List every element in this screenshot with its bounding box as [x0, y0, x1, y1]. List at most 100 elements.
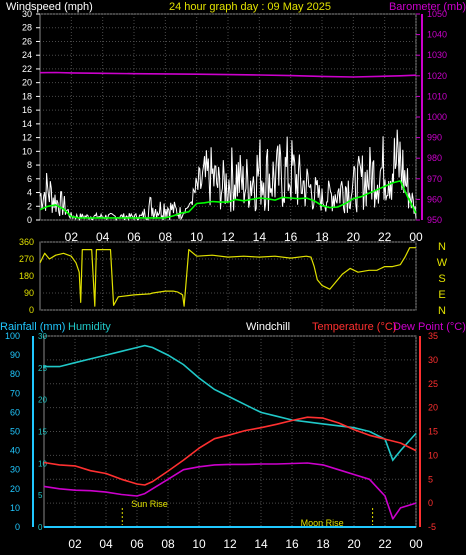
barometer-line	[39, 71, 417, 78]
rain-ytick-10: 10	[10, 503, 20, 513]
hum-ytick-15: 15	[38, 428, 47, 437]
hum-ytick-25: 25	[38, 364, 47, 373]
wind-ytick-14: 14	[22, 119, 32, 129]
temp-xtick-12: 12	[223, 537, 237, 551]
wind-xtick-22: 22	[378, 230, 392, 244]
baro-ytick-1050: 1050	[427, 9, 447, 19]
wind-ytick-10: 10	[22, 146, 32, 156]
wind-xtick-14: 14	[253, 230, 267, 244]
baro-ytick-1030: 1030	[427, 50, 447, 60]
wind-ytick-20: 20	[22, 78, 32, 88]
temp-xtick-08: 08	[161, 537, 175, 551]
wind-title: Windspeed (mph)	[6, 1, 93, 13]
temp-xtick-16: 16	[285, 537, 299, 551]
sunrise-label: Sun Rise	[131, 499, 168, 509]
wind-xtick-04: 04	[96, 230, 110, 244]
compass-label-3: E	[438, 289, 445, 301]
rain-title: Rainfall (mm)	[0, 321, 65, 333]
dew-title: Dew Point (°C)	[393, 321, 466, 333]
wind-xtick-00: 00	[409, 230, 423, 244]
hum-ytick-30: 30	[38, 332, 47, 341]
baro-ytick-980: 980	[427, 153, 442, 163]
wind-ytick-24: 24	[22, 50, 32, 60]
temp-xtick-18: 18	[316, 537, 330, 551]
baro-ytick-960: 960	[427, 194, 442, 204]
temp-xtick-06: 06	[130, 537, 144, 551]
wind-xtick-20: 20	[347, 230, 361, 244]
baro-ytick-950: 950	[427, 215, 442, 225]
humidity-line	[44, 344, 417, 462]
wind-xtick-12: 12	[221, 230, 235, 244]
wind-xtick-06: 06	[127, 230, 141, 244]
wind-ytick-12: 12	[22, 133, 32, 143]
wind-xtick-16: 16	[284, 230, 298, 244]
wind-average-line	[39, 180, 417, 219]
hum-title: Humidity	[68, 321, 111, 333]
baro-ytick-1010: 1010	[427, 91, 447, 101]
temp-title: Temperature (°C)	[312, 321, 396, 333]
temp-xtick-00: 00	[409, 537, 423, 551]
baro-ytick-990: 990	[427, 133, 442, 143]
rain-ytick-20: 20	[10, 484, 20, 494]
temp-ytick-15: 15	[428, 427, 438, 437]
dir-ytick-90: 90	[24, 288, 34, 298]
wind-xtick-08: 08	[159, 230, 173, 244]
dir-ytick-360: 360	[19, 237, 34, 247]
wind-ytick-18: 18	[22, 91, 32, 101]
baro-ytick-1000: 1000	[427, 112, 447, 122]
baro-title: Barometer (mb)	[389, 1, 466, 13]
hum-ytick-10: 10	[38, 459, 47, 468]
dir-ytick-180: 180	[19, 271, 34, 281]
baro-ytick-1020: 1020	[427, 71, 447, 81]
rain-ytick-0: 0	[15, 522, 20, 532]
rain-ytick-80: 80	[10, 369, 20, 379]
compass-label-1: W	[437, 257, 448, 269]
rain-ytick-40: 40	[10, 446, 20, 456]
rain-ytick-50: 50	[10, 427, 20, 437]
wind-ytick-28: 28	[22, 23, 32, 33]
rain-ytick-70: 70	[10, 388, 20, 398]
wind-ytick-16: 16	[22, 105, 32, 115]
dewpoint-line	[43, 462, 417, 520]
rain-ytick-90: 90	[10, 350, 20, 360]
rain-ytick-100: 100	[5, 331, 20, 341]
temp-xtick-14: 14	[254, 537, 268, 551]
temp-ytick--5: -5	[428, 522, 436, 532]
temp-xtick-20: 20	[347, 537, 361, 551]
wind-ytick-8: 8	[27, 160, 32, 170]
windchill-title: Windchill	[246, 321, 290, 333]
compass-label-4: N	[438, 305, 446, 317]
temp-ytick-25: 25	[428, 379, 438, 389]
wind-xtick-02: 02	[65, 230, 79, 244]
temp-xtick-02: 02	[68, 537, 82, 551]
wind-ytick-0: 0	[27, 215, 32, 225]
temperature-line	[43, 416, 417, 486]
wind-ytick-4: 4	[27, 188, 32, 198]
wind-ytick-30: 30	[22, 9, 32, 19]
compass-label-2: S	[438, 273, 445, 285]
compass-label-0: N	[438, 241, 446, 253]
wind-ytick-6: 6	[27, 174, 32, 184]
dir-ytick-270: 270	[19, 254, 34, 264]
hum-ytick-0: 0	[38, 523, 43, 532]
temp-xtick-10: 10	[192, 537, 206, 551]
temp-ytick-0: 0	[428, 498, 433, 508]
wind-xtick-18: 18	[315, 230, 329, 244]
temp-ytick-35: 35	[428, 331, 438, 341]
baro-ytick-970: 970	[427, 174, 442, 184]
date-title: 24 hour graph day : 09 May 2025	[169, 1, 331, 13]
wind-xtick-10: 10	[190, 230, 204, 244]
rain-ytick-60: 60	[10, 407, 20, 417]
moonrise-label: Moon Rise	[301, 518, 344, 528]
wind-speed-line	[39, 129, 417, 222]
rain-ytick-30: 30	[10, 465, 20, 475]
wind-direction-line	[39, 247, 416, 307]
temp-ytick-10: 10	[428, 450, 438, 460]
temp-ytick-30: 30	[428, 355, 438, 365]
temp-ytick-20: 20	[428, 403, 438, 413]
wind-ytick-22: 22	[22, 64, 32, 74]
dir-ytick-0: 0	[29, 305, 34, 315]
hum-ytick-20: 20	[38, 396, 47, 405]
hum-ytick-5: 5	[38, 491, 43, 500]
